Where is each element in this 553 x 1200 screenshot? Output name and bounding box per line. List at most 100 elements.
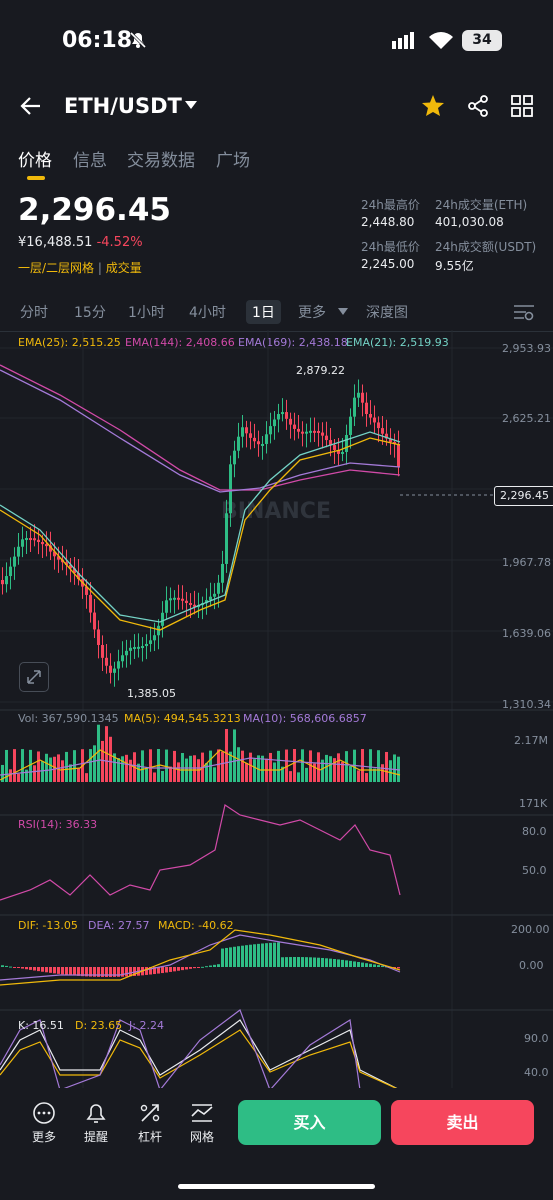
- star-icon[interactable]: [421, 94, 445, 118]
- macd-bar: [197, 967, 200, 968]
- candle-body: [89, 594, 92, 613]
- tab-square[interactable]: 广场: [216, 151, 250, 171]
- share-icon[interactable]: [466, 94, 490, 118]
- leverage-label[interactable]: 杠杆: [137, 1130, 162, 1144]
- rsi-axis-top: 80.0: [522, 825, 547, 838]
- more-caret-icon[interactable]: [338, 308, 348, 316]
- vol-ma10-line: [0, 757, 401, 776]
- volume-bar: [5, 749, 8, 782]
- expand-button[interactable]: [19, 662, 49, 692]
- volume-bar: [289, 771, 292, 782]
- volume-bar: [93, 745, 96, 782]
- pair-title[interactable]: ETH/USDT: [64, 94, 182, 118]
- macd-bar: [281, 957, 284, 967]
- macd-bar: [125, 967, 128, 977]
- candle-body: [229, 464, 232, 514]
- kdj-axis-top: 90.0: [524, 1032, 549, 1045]
- more-label[interactable]: 更多: [31, 1130, 56, 1144]
- candle-body: [65, 562, 68, 565]
- macd-bar: [153, 967, 156, 975]
- macd-bar: [57, 967, 60, 974]
- macd-bar: [173, 967, 176, 972]
- volume-bar: [385, 751, 388, 782]
- candle-body: [17, 546, 20, 557]
- volume-bar: [309, 750, 312, 782]
- candle-body: [373, 417, 376, 423]
- tf-4h[interactable]: 4小时: [189, 305, 226, 321]
- tf-1h[interactable]: 1小时: [128, 305, 165, 321]
- macd-bar: [225, 947, 228, 967]
- volume-bar: [33, 765, 36, 782]
- volume-bar: [285, 749, 288, 782]
- volume-bar: [161, 771, 164, 782]
- volume-bar: [301, 749, 304, 782]
- vol-eth-value: 401,030.08: [435, 215, 504, 229]
- volume-bar: [337, 753, 340, 782]
- volume-bar: [225, 729, 228, 782]
- macd-bar: [377, 965, 380, 967]
- back-arrow-icon[interactable]: [20, 96, 42, 116]
- candle-body: [53, 551, 56, 557]
- volume-bar: [281, 766, 284, 782]
- volume-bar: [41, 761, 44, 782]
- chart-settings-icon[interactable]: [513, 303, 535, 321]
- ema21-label: EMA(21): 2,519.93: [346, 336, 449, 349]
- price-axis-2: 2,625.21: [502, 412, 551, 425]
- macd-bar: [105, 967, 108, 977]
- volume-bar: [89, 749, 92, 782]
- candle-body: [13, 556, 16, 567]
- k-label: K: 16.51: [18, 1019, 64, 1032]
- macd-bar: [45, 967, 48, 973]
- macd-bar: [301, 957, 304, 967]
- macd-bar: [345, 960, 348, 967]
- leverage-icon[interactable]: [130, 1101, 170, 1125]
- tf-depth[interactable]: 深度图: [366, 305, 408, 321]
- macd-bar: [189, 967, 192, 969]
- orderbook-links: 一层/二层网格 | 成交量: [18, 261, 142, 275]
- alert-label[interactable]: 提醒: [83, 1130, 108, 1144]
- candle-body: [377, 422, 380, 429]
- grid-menu-icon[interactable]: [511, 95, 533, 117]
- caret-down-icon[interactable]: [185, 100, 197, 110]
- macd-bar: [293, 957, 296, 967]
- candle-body: [225, 513, 228, 564]
- candle-body: [1, 580, 4, 585]
- grid-trading-icon[interactable]: [182, 1101, 222, 1125]
- volume-bar: [73, 750, 76, 782]
- tf-1d[interactable]: 1日: [246, 300, 281, 324]
- volume-bar: [113, 753, 116, 782]
- grid-link[interactable]: 一层/二层网格: [18, 261, 95, 275]
- grid-label[interactable]: 网格: [189, 1130, 214, 1144]
- buy-button[interactable]: 买入: [238, 1100, 381, 1145]
- tf-line[interactable]: 分时: [20, 305, 48, 321]
- tf-15m[interactable]: 15分: [74, 305, 106, 321]
- macd-bar: [269, 942, 272, 967]
- tf-more[interactable]: 更多: [298, 305, 326, 321]
- vol-axis-top: 2.17M: [514, 734, 548, 747]
- candle-body: [249, 433, 252, 438]
- volume-bar: [205, 763, 208, 782]
- kline-chart[interactable]: BINANCE: [0, 330, 553, 1090]
- candle-body: [57, 556, 60, 560]
- battery-icon: 34: [462, 30, 502, 51]
- volume-bar: [197, 759, 200, 782]
- expand-icon: [27, 670, 41, 684]
- tab-bar: 价格 信息 交易数据 广场: [0, 140, 553, 186]
- macd-bar: [165, 967, 168, 973]
- last-price-tag: 2,296.45: [494, 486, 553, 506]
- volume-bar: [29, 749, 32, 782]
- ema169-label: EMA(169): 2,438.18: [238, 336, 348, 349]
- macd-bar: [357, 961, 360, 967]
- tab-trading-data[interactable]: 交易数据: [127, 151, 195, 171]
- tab-price[interactable]: 价格: [18, 151, 52, 171]
- candle-body: [369, 414, 372, 418]
- bell-icon[interactable]: [76, 1101, 116, 1125]
- volume-bar: [389, 760, 392, 782]
- candle-body: [193, 604, 196, 607]
- tab-info[interactable]: 信息: [73, 151, 107, 171]
- sell-button[interactable]: 卖出: [391, 1100, 534, 1145]
- battery-level: 34: [472, 32, 492, 48]
- macd-bar: [157, 967, 160, 974]
- volume-link[interactable]: 成交量: [105, 261, 142, 275]
- more-dots-icon[interactable]: [24, 1101, 64, 1125]
